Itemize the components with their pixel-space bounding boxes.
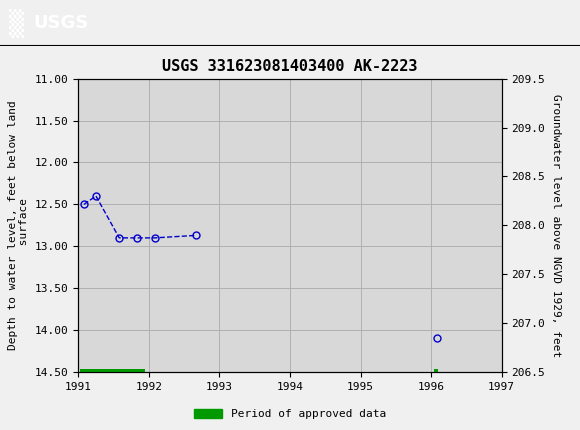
Text: USGS: USGS [34, 14, 89, 32]
Y-axis label: Depth to water level, feet below land
 surface: Depth to water level, feet below land su… [8, 101, 29, 350]
Bar [434, 369, 438, 375]
Text: ▒: ▒ [9, 9, 24, 38]
Legend: Period of approved data: Period of approved data [190, 405, 390, 424]
Y-axis label: Groundwater level above NGVD 1929, feet: Groundwater level above NGVD 1929, feet [551, 94, 561, 357]
Bar [79, 369, 146, 375]
Text: USGS 331623081403400 AK-2223: USGS 331623081403400 AK-2223 [162, 59, 418, 74]
